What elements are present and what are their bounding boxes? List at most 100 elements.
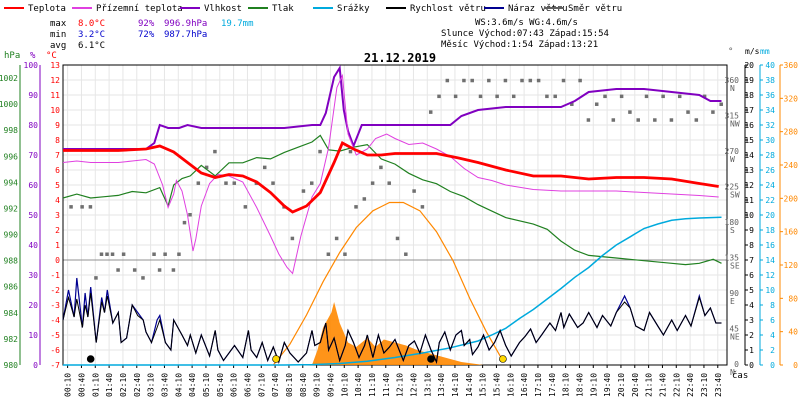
ms-tick-label: 19 xyxy=(744,76,754,85)
astro-marker xyxy=(499,355,507,363)
x-tick-label: 04:10 xyxy=(174,373,183,397)
wind-dir-point xyxy=(121,252,126,256)
mm-tick-label: 38 xyxy=(765,76,775,85)
c-axis-title: °C xyxy=(46,51,57,61)
wind-dir-point xyxy=(462,78,466,83)
wind-dir-point xyxy=(188,213,192,217)
hpa-axis-title: hPa xyxy=(4,51,20,61)
x-tick-label: 07:10 xyxy=(257,373,266,397)
astro-marker xyxy=(272,355,280,363)
ground-temp-line xyxy=(62,73,719,275)
wind-dir-point xyxy=(586,118,591,122)
stats-min-press: 987.7hPa xyxy=(164,30,207,40)
wind-dir-point xyxy=(213,149,217,154)
x-tick-label: 12:40 xyxy=(409,373,418,397)
pct-tick-label: 50 xyxy=(28,211,38,220)
astro-info: WS:3.6m/s WG:4.6m/s Slunce Východ:07:43 … xyxy=(441,18,609,50)
c-tick-label: -3 xyxy=(50,301,60,310)
x-tick-label: 05:10 xyxy=(202,373,211,397)
mm-tick-label: 2 xyxy=(770,346,775,355)
wind-dir-point xyxy=(290,236,295,241)
wind-dir-point xyxy=(157,268,162,272)
wind-dir-point xyxy=(711,110,715,114)
wind-dir-point xyxy=(677,94,682,99)
ms-tick-label: 8 xyxy=(749,241,754,250)
dir-tick-label: 225 xyxy=(725,182,740,191)
mm-tick-label: 40 xyxy=(765,61,775,70)
wind-dir-point xyxy=(470,78,474,83)
c-tick-label: 2 xyxy=(55,226,60,235)
x-tick-label: 08:10 xyxy=(285,373,294,397)
ms-tick-label: 9 xyxy=(749,226,754,235)
radiation-area xyxy=(312,302,484,365)
grid xyxy=(63,64,727,366)
ms-tick-label: 4 xyxy=(749,301,754,310)
wind-dir-point xyxy=(653,118,657,122)
pct-tick-label: 10 xyxy=(28,331,38,340)
wind-dir-point xyxy=(99,252,104,256)
wind-dir-point xyxy=(553,94,557,99)
wind-dir-point xyxy=(536,78,541,83)
x-tick-label: 04:40 xyxy=(188,373,197,397)
legend-label-2: Vlhkost xyxy=(204,4,242,14)
legend-label-1: Přízemní teplota xyxy=(96,4,183,14)
wind-dir-point xyxy=(487,78,491,83)
mm-tick-label: 0 xyxy=(770,361,775,370)
x-tick-label: 10:40 xyxy=(354,373,363,397)
hpa-tick-label: 990 xyxy=(4,231,19,240)
x-tick-label: 17:10 xyxy=(534,373,543,397)
x-tick-label: 21:40 xyxy=(658,373,667,397)
solar-tick-label: 160 xyxy=(784,228,799,237)
c-tick-label: -5 xyxy=(50,331,60,340)
dir-letter-label: E xyxy=(730,297,735,306)
solar-tick-label: 80 xyxy=(788,294,798,303)
c-tick-label: -4 xyxy=(50,316,60,325)
c-tick-label: 13 xyxy=(50,61,60,70)
x-tick-label: 01:10 xyxy=(91,373,100,397)
pct-tick-label: 100 xyxy=(24,61,39,70)
c-tick-label: -2 xyxy=(50,286,60,295)
wind-dir-point xyxy=(152,252,156,256)
x-tick-label: 16:40 xyxy=(520,373,529,397)
dir-letter-label: N xyxy=(730,368,735,377)
x-tick-label: 19:10 xyxy=(589,373,598,397)
wind-dir-point xyxy=(578,78,582,83)
dir-axis-title: ° xyxy=(728,47,733,57)
wind-dir-point xyxy=(686,110,690,114)
wind-dir-point xyxy=(343,252,347,256)
mm-tick-label: 26 xyxy=(765,166,775,175)
x-tick-label: 08:40 xyxy=(299,373,308,397)
hpa-tick-label: 986 xyxy=(4,283,19,292)
ms-tick-label: 17 xyxy=(744,106,754,115)
dir-letter-label: NE xyxy=(730,332,740,341)
wind-dir-point xyxy=(428,110,433,114)
mm-tick-label: 4 xyxy=(770,331,775,340)
ms-tick-label: 18 xyxy=(744,91,754,100)
stats-min-label: min xyxy=(50,30,66,40)
dir-letter-label: S xyxy=(730,226,735,235)
x-axis-label: čas xyxy=(732,370,748,381)
x-tick-label: 02:40 xyxy=(133,373,142,397)
temperature-line xyxy=(63,141,719,214)
wind-dir-point xyxy=(636,118,640,122)
legend: Teplota Přízemní teplota Vlhkost Tlak Srážky… xyxy=(4,4,622,14)
wind-dir-point xyxy=(334,236,339,241)
wind-dir-point xyxy=(495,94,499,99)
ms-tick-label: 10 xyxy=(744,211,754,220)
wind-dir-point xyxy=(603,94,607,99)
wind-dir-point xyxy=(301,189,306,193)
dir-tick-label: 90 xyxy=(729,289,739,298)
mm-tick-label: 10 xyxy=(765,286,775,295)
solar-tick-label: 320 xyxy=(784,94,799,103)
wind-dir-point xyxy=(94,276,98,280)
x-tick-label: 11:40 xyxy=(382,373,391,397)
wind-dir-point xyxy=(702,94,707,99)
x-tick-label: 17:40 xyxy=(548,373,557,397)
hpa-tick-label: 996 xyxy=(4,152,19,161)
stats-table: max 8.0°C 92% 996.9hPa 19.7mm min 3.2°C … xyxy=(50,19,254,51)
stats-avg-label: avg xyxy=(50,41,66,51)
wind-dir-point xyxy=(69,205,73,209)
legend-label-4: Srážky xyxy=(337,4,370,14)
wind-dir-point xyxy=(80,205,84,209)
wind-dir-point xyxy=(628,110,632,114)
